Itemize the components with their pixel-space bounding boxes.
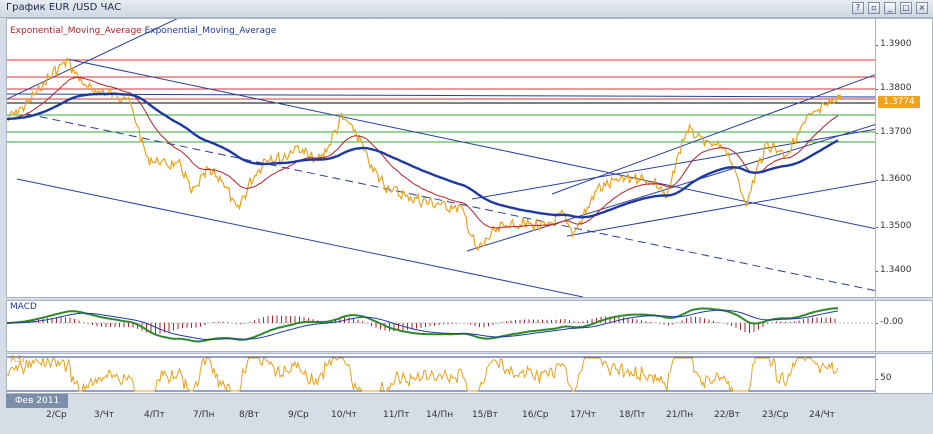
close-button[interactable]: × [916, 2, 928, 14]
time-axis: 2/Ср 3/Чт 4/Пт 7/Пн 8/Вт 9/Ср 10/Чт 11/П… [6, 408, 876, 434]
price-series [7, 57, 839, 252]
window-titlebar: График EUR /USD ЧАС ? ▫ _ □ × [0, 0, 933, 18]
price-chart-svg [7, 19, 875, 297]
time-label: 22/Вт [714, 410, 740, 420]
time-label: 11/Пт [383, 410, 410, 420]
time-label: 24/Чт [809, 410, 835, 420]
rsi-svg [7, 356, 875, 393]
help-button[interactable]: ? [852, 2, 864, 14]
time-label: 18/Пт [619, 410, 646, 420]
time-label: 16/Ср [522, 410, 549, 420]
time-label: 17/Чт [570, 410, 596, 420]
time-label: 9/Ср [288, 410, 309, 420]
time-label: 14/Пн [426, 410, 454, 420]
price-tick: 1.3600 [876, 174, 912, 184]
current-price-marker [836, 94, 842, 100]
legend-ema-blue: Exponential_Moving_Average [144, 26, 277, 36]
price-tick: 1.3700 [876, 127, 912, 137]
price-tick: 1.3400 [876, 265, 912, 275]
time-label: 10/Чт [331, 410, 357, 420]
rsi-label: RSI [10, 355, 25, 365]
rsi-line [7, 356, 839, 393]
rsi-panel[interactable]: RSI [6, 353, 876, 394]
macd-line [7, 307, 839, 343]
macd-panel[interactable]: MACD [6, 300, 876, 352]
macd-axis: -0.00 [876, 300, 933, 352]
restore-button[interactable]: ▫ [868, 2, 880, 14]
time-label: 23/Ср [762, 410, 789, 420]
price-tick: 1.3800 [876, 83, 912, 93]
maximize-button[interactable]: □ [900, 2, 912, 14]
time-label: 15/Вт [472, 410, 498, 420]
month-label: Фев 2011 [6, 394, 68, 408]
price-tick: 1.3900 [876, 39, 912, 49]
legend: Exponential_Moving_Average Exponential_M… [10, 26, 276, 36]
legend-ema-red: Exponential_Moving_Average [10, 26, 142, 36]
price-chart-panel[interactable]: Exponential_Moving_Average Exponential_M… [6, 18, 876, 298]
current-price-label: 1.3774 [878, 96, 920, 108]
rsi-tick: 50 [876, 373, 892, 383]
macd-svg [7, 307, 875, 343]
minimize-button[interactable]: _ [884, 2, 896, 14]
price-axis: 1.3900 1.3800 1.3774 1.3700 1.3600 1.350… [876, 18, 933, 298]
trend-lines [7, 19, 875, 297]
macd-signal [7, 309, 839, 340]
time-label: 3/Чт [94, 410, 115, 420]
time-label: 4/Пт [144, 410, 165, 420]
macd-tick: -0.00 [876, 317, 904, 327]
window-title: График EUR /USD ЧАС [6, 2, 122, 13]
price-tick: 1.3500 [876, 221, 912, 231]
macd-label: MACD [10, 302, 37, 312]
time-label: 21/Пн [666, 410, 694, 420]
time-label: 2/Ср [46, 410, 67, 420]
time-label: 7/Пн [193, 410, 215, 420]
rsi-axis: 50 [876, 353, 933, 394]
ema-fast-series [7, 76, 839, 229]
time-label: 8/Вт [239, 410, 260, 420]
ema-slow-series [7, 92, 839, 219]
